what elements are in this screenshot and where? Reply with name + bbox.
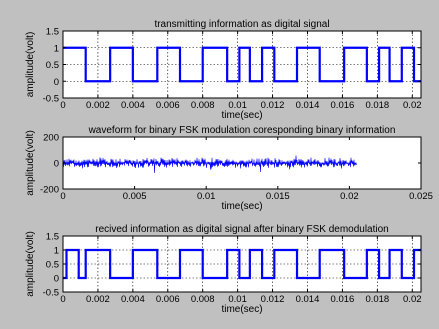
- x-tick-label: 0.004: [121, 294, 145, 305]
- y-tick-label: 0.5: [46, 260, 59, 271]
- chart-title: recived information as digital signal af…: [95, 224, 389, 235]
- x-tick-label: 0.006: [156, 294, 180, 305]
- x-tick-label: 0: [60, 191, 65, 202]
- y-tick-label: -0.5: [43, 94, 59, 105]
- x-tick-label: 0.002: [86, 100, 110, 111]
- x-tick-label: 0: [60, 294, 65, 305]
- x-tick-label: 0.02: [403, 294, 422, 305]
- series-line: [63, 46, 421, 83]
- y-tick-label: -0.5: [43, 288, 59, 299]
- x-tick-label: 0.016: [331, 100, 355, 111]
- x-tick-label: 0.014: [296, 294, 320, 305]
- x-tick-label: 0: [60, 100, 65, 111]
- chart-title: waveform for binary FSK modulation cores…: [88, 125, 396, 136]
- x-tick-label: 0.006: [156, 100, 180, 111]
- x-tick-label: 0.012: [261, 100, 285, 111]
- x-tick-label: 0.01: [228, 294, 247, 305]
- x-tick-label: 0.015: [266, 191, 290, 202]
- y-tick-label: 0: [54, 274, 59, 285]
- x-tick-label: 0.018: [365, 294, 389, 305]
- x-tick-label: 0.016: [331, 294, 355, 305]
- x-tick-label: 0.005: [123, 191, 147, 202]
- plot-3: 0 0.002 0.004 0.006 0.008 0.01 0.012 0.014 0.016…: [25, 224, 422, 315]
- x-tick-label: 0.002: [86, 294, 110, 305]
- x-tick-label: 0.008: [191, 294, 215, 305]
- chart-title: transmitting information as digital sign…: [154, 19, 329, 30]
- y-tick-label: 1: [54, 43, 59, 54]
- x-tick-label: 0.02: [403, 100, 422, 111]
- y-tick-label: 1.5: [46, 232, 59, 243]
- x-tick-label: 0.014: [296, 100, 320, 111]
- x-axis-label: time(sec): [221, 304, 262, 315]
- y-tick-label: 0: [54, 159, 59, 170]
- y-tick-label: 0.5: [46, 60, 59, 71]
- x-tick-label: 0.008: [191, 100, 215, 111]
- x-tick-label: 0.01: [197, 191, 216, 202]
- y-tick-label: 200: [43, 133, 59, 144]
- y-tick-label: 0: [54, 77, 59, 88]
- x-tick-label: 0.012: [261, 294, 285, 305]
- x-axis-label: time(sec): [221, 201, 262, 212]
- y-tick-label: 1: [54, 246, 59, 257]
- x-tick-label: 0.025: [409, 191, 433, 202]
- plot-2: 0 0.005 0.01 0.015 0.02 0.025-2000200waveform…: [25, 125, 433, 212]
- x-tick-label: 0.01: [228, 100, 247, 111]
- plot-1: 0 0.002 0.004 0.006 0.008 0.01 0.012 0.014 0.016…: [25, 19, 422, 121]
- x-tick-label: 0.02: [340, 191, 359, 202]
- y-axis-label: amplitude(volt): [25, 130, 36, 196]
- y-tick-label: 1.5: [46, 27, 59, 38]
- x-tick-label: 0.004: [121, 100, 145, 111]
- y-tick-label: -200: [40, 185, 59, 196]
- y-axis-label: amplitude(volt): [25, 32, 36, 98]
- series-line: [62, 155, 357, 174]
- x-axis-label: time(sec): [221, 110, 262, 121]
- x-tick-label: 0.018: [365, 100, 389, 111]
- y-axis-label: amplitude(volt): [25, 231, 36, 297]
- series-line: [63, 248, 421, 280]
